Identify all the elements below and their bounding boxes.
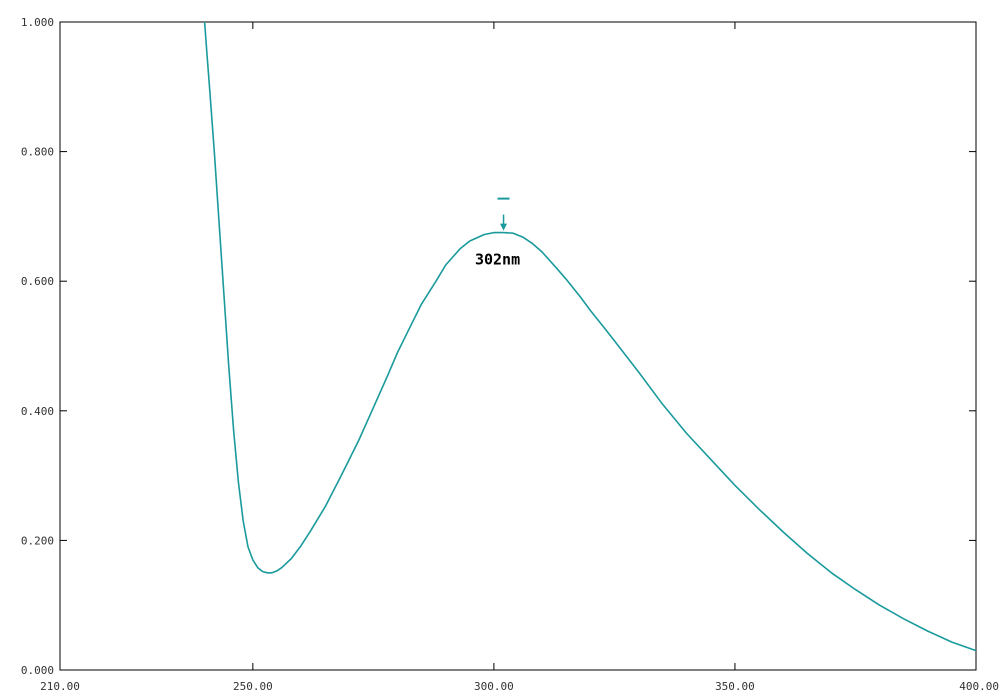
x-tick-label: 350.00 [715, 680, 755, 693]
x-tick-label: 210.00 [40, 680, 80, 693]
series-layer [203, 21, 977, 652]
y-tick-label: 1.000 [21, 16, 54, 29]
y-axis: 0.000 0.200 0.400 0.600 0.800 1.000 [21, 16, 976, 677]
y-tick-label: 0.400 [21, 405, 54, 418]
y-tick-label: 0.200 [21, 534, 54, 547]
series-line [203, 21, 977, 652]
x-tick-label: 300.00 [474, 680, 514, 693]
peak-marker-arrow [500, 223, 508, 231]
plot-frame [59, 21, 977, 671]
annotation-layer: 302nm [475, 197, 520, 269]
y-tick-label: 0.000 [21, 664, 54, 677]
y-tick-label: 0.600 [21, 275, 54, 288]
x-tick-label: 250.00 [233, 680, 273, 693]
peak-label: 302nm [475, 251, 520, 269]
x-tick-label: 400.00 [959, 680, 999, 693]
y-tick-label: 0.800 [21, 146, 54, 159]
x-axis: 210.00 250.00 300.00 350.00 400.00 [40, 22, 999, 693]
